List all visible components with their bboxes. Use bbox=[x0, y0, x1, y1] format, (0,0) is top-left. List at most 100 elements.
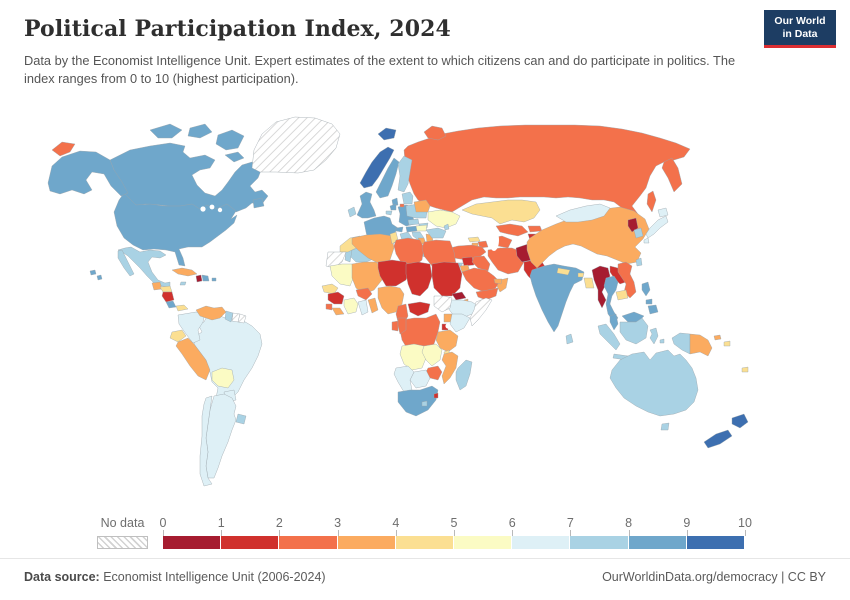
country-indonesia-borneo[interactable] bbox=[619, 317, 649, 345]
country-lesotho[interactable] bbox=[421, 400, 428, 407]
legend-segment[interactable] bbox=[512, 536, 571, 549]
country-russia-novaya-zemlya[interactable] bbox=[423, 125, 447, 141]
legend-segment[interactable] bbox=[570, 536, 629, 549]
country-canada-newfoundland[interactable] bbox=[252, 197, 265, 209]
country-honduras[interactable] bbox=[159, 285, 173, 293]
country-dominican-republic[interactable] bbox=[201, 274, 210, 282]
country-norway[interactable] bbox=[359, 146, 395, 189]
country-madagascar[interactable] bbox=[455, 359, 473, 391]
country-kazakhstan[interactable] bbox=[461, 199, 541, 225]
country-eswatini[interactable] bbox=[433, 392, 439, 399]
country-indonesia-sulawesi[interactable] bbox=[649, 327, 659, 345]
country-georgia[interactable] bbox=[467, 236, 481, 243]
legend-segment[interactable] bbox=[395, 536, 455, 549]
country-mexico-baja[interactable] bbox=[117, 249, 135, 277]
country-papua-new-guinea[interactable] bbox=[689, 333, 713, 357]
country-australia[interactable] bbox=[609, 349, 699, 417]
country-burkina-faso[interactable] bbox=[355, 287, 373, 301]
country-kyrgyzstan[interactable] bbox=[527, 225, 543, 233]
country-benin[interactable] bbox=[367, 297, 379, 314]
country-sudan[interactable] bbox=[431, 261, 463, 297]
country-venezuela[interactable] bbox=[195, 305, 227, 321]
country-sweden[interactable] bbox=[375, 157, 400, 199]
country-philippines-visayas[interactable] bbox=[645, 298, 653, 305]
country-ukraine[interactable] bbox=[427, 209, 461, 229]
country-chad[interactable] bbox=[405, 261, 433, 297]
country-baltics[interactable] bbox=[401, 191, 414, 205]
country-usa-alaska[interactable] bbox=[47, 150, 129, 197]
country-canada-baffin[interactable] bbox=[215, 129, 245, 151]
country-kenya[interactable] bbox=[449, 313, 471, 333]
country-azerbaijan[interactable] bbox=[477, 240, 489, 249]
country-russia-kamchatka[interactable] bbox=[661, 157, 683, 193]
country-uk[interactable] bbox=[356, 191, 377, 219]
country-western-sahara[interactable] bbox=[325, 251, 347, 269]
country-malaysia[interactable] bbox=[609, 313, 619, 331]
country-vietnam[interactable] bbox=[617, 261, 637, 299]
country-cambodia[interactable] bbox=[615, 289, 629, 301]
country-czechia[interactable] bbox=[407, 218, 420, 226]
country-philippines-luzon[interactable] bbox=[641, 281, 651, 297]
country-denmark[interactable] bbox=[391, 197, 399, 207]
country-uruguay[interactable] bbox=[235, 413, 247, 425]
country-gabon[interactable] bbox=[391, 320, 399, 332]
country-canada[interactable] bbox=[109, 142, 269, 213]
country-south-africa[interactable] bbox=[397, 385, 439, 417]
world-map[interactable] bbox=[0, 112, 850, 508]
legend-segment[interactable] bbox=[628, 536, 687, 549]
legend-segment[interactable] bbox=[686, 536, 746, 549]
country-liberia[interactable] bbox=[331, 307, 345, 316]
country-costa-rica[interactable] bbox=[165, 300, 177, 309]
footer-link[interactable]: OurWorldinData.org/democracy | CC BY bbox=[602, 570, 826, 584]
country-switzerland[interactable] bbox=[395, 226, 404, 233]
country-russia-kaliningrad[interactable] bbox=[399, 203, 405, 208]
country-ecuador[interactable] bbox=[169, 329, 187, 343]
country-ghana[interactable] bbox=[357, 299, 369, 316]
country-bolivia[interactable] bbox=[211, 367, 235, 389]
country-mauritania[interactable] bbox=[329, 263, 355, 287]
country-solomon-islands[interactable] bbox=[723, 340, 731, 347]
country-uzbekistan[interactable] bbox=[495, 223, 529, 237]
country-mexico[interactable] bbox=[117, 246, 171, 288]
country-central-african-republic[interactable] bbox=[407, 301, 431, 317]
legend-segment[interactable] bbox=[279, 536, 338, 549]
country-new-zealand-south[interactable] bbox=[703, 429, 733, 449]
country-canada-island-3[interactable] bbox=[224, 151, 245, 163]
country-guinea[interactable] bbox=[327, 291, 345, 305]
country-canada-island-2[interactable] bbox=[187, 123, 213, 139]
country-south-korea[interactable] bbox=[633, 227, 644, 239]
country-zambia[interactable] bbox=[421, 343, 443, 367]
country-canada-island-1[interactable] bbox=[149, 123, 183, 139]
country-finland[interactable] bbox=[397, 155, 413, 193]
country-japan-hokkaido[interactable] bbox=[657, 207, 669, 218]
country-senegal[interactable] bbox=[321, 283, 339, 295]
country-greenland[interactable] bbox=[251, 116, 341, 174]
country-usa-hawaii[interactable] bbox=[89, 269, 97, 276]
country-nicaragua[interactable] bbox=[161, 291, 175, 303]
country-niger[interactable] bbox=[377, 259, 411, 287]
country-congo[interactable] bbox=[397, 317, 407, 335]
country-usa[interactable] bbox=[113, 192, 238, 267]
country-french-guiana[interactable] bbox=[237, 313, 247, 324]
country-south-sudan[interactable] bbox=[433, 295, 453, 313]
owid-logo[interactable]: Our World in Data bbox=[764, 10, 836, 49]
legend-no-data-swatch[interactable] bbox=[97, 536, 148, 549]
country-guyana[interactable] bbox=[224, 310, 234, 323]
country-uae[interactable] bbox=[493, 278, 503, 285]
country-philippines-mindanao[interactable] bbox=[647, 304, 659, 315]
country-eritrea[interactable] bbox=[451, 291, 467, 301]
country-belarus[interactable] bbox=[413, 199, 431, 213]
country-iceland[interactable] bbox=[377, 127, 397, 141]
country-guatemala[interactable] bbox=[151, 281, 163, 291]
country-indonesia-sumatra[interactable] bbox=[597, 323, 621, 351]
country-papua-new-guinea-islands[interactable] bbox=[713, 334, 722, 341]
country-sierra-leone[interactable] bbox=[325, 303, 333, 311]
country-nepal[interactable] bbox=[556, 267, 571, 276]
country-japan-honshu[interactable] bbox=[645, 215, 669, 239]
country-ireland[interactable] bbox=[347, 206, 357, 218]
country-ivory-coast[interactable] bbox=[343, 297, 359, 315]
country-mongolia[interactable] bbox=[555, 203, 611, 223]
country-hungary[interactable] bbox=[415, 224, 428, 232]
country-belgium[interactable] bbox=[385, 210, 393, 216]
country-tanzania[interactable] bbox=[435, 329, 459, 353]
